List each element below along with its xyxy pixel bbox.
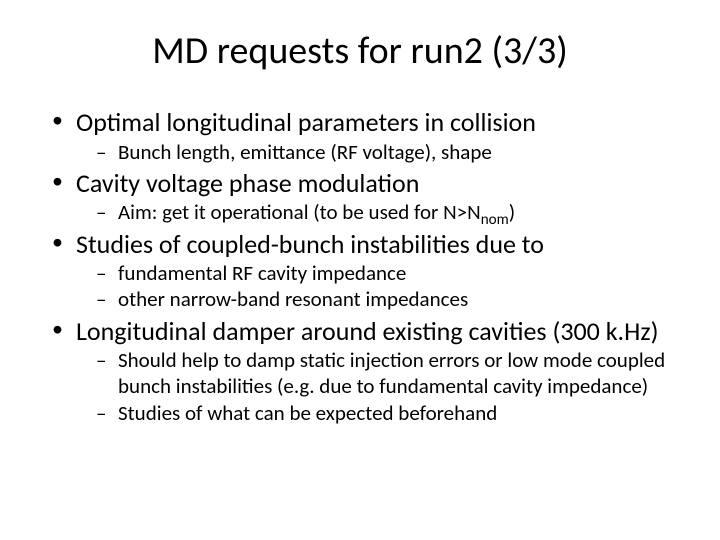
bullet-item: Optimal longitudinal parameters in colli… xyxy=(48,106,680,165)
bullet-item: Cavity voltage phase modulation Aim: get… xyxy=(48,167,680,226)
sub-item: Studies of what can be expected beforeha… xyxy=(96,400,680,426)
bullet-text: Cavity voltage phase modulation xyxy=(76,167,419,199)
bullet-text: Studies of coupled-bunch instabilities d… xyxy=(76,228,544,260)
sub-item: fundamental RF cavity impedance xyxy=(96,260,680,286)
slide-title: MD requests for run2 (3/3) xyxy=(40,28,680,74)
bullet-list: Optimal longitudinal parameters in colli… xyxy=(40,106,680,426)
sub-list: Bunch length, emittance (RF voltage), sh… xyxy=(76,139,680,165)
sub-list: Aim: get it operational (to be used for … xyxy=(76,199,680,225)
bullet-text: Optimal longitudinal parameters in colli… xyxy=(76,106,536,138)
sub-item: other narrow-band resonant impedances xyxy=(96,286,680,312)
bullet-item: Longitudinal damper around existing cavi… xyxy=(48,315,680,426)
sub-list: Should help to damp static injection err… xyxy=(76,347,680,426)
sub-item: Should help to damp static injection err… xyxy=(96,347,680,400)
sub-item: Bunch length, emittance (RF voltage), sh… xyxy=(96,139,680,165)
sub-item: Aim: get it operational (to be used for … xyxy=(96,199,680,225)
sub-list: fundamental RF cavity impedance other na… xyxy=(76,260,680,313)
bullet-text: Longitudinal damper around existing cavi… xyxy=(76,315,658,347)
bullet-item: Studies of coupled-bunch instabilities d… xyxy=(48,228,680,313)
